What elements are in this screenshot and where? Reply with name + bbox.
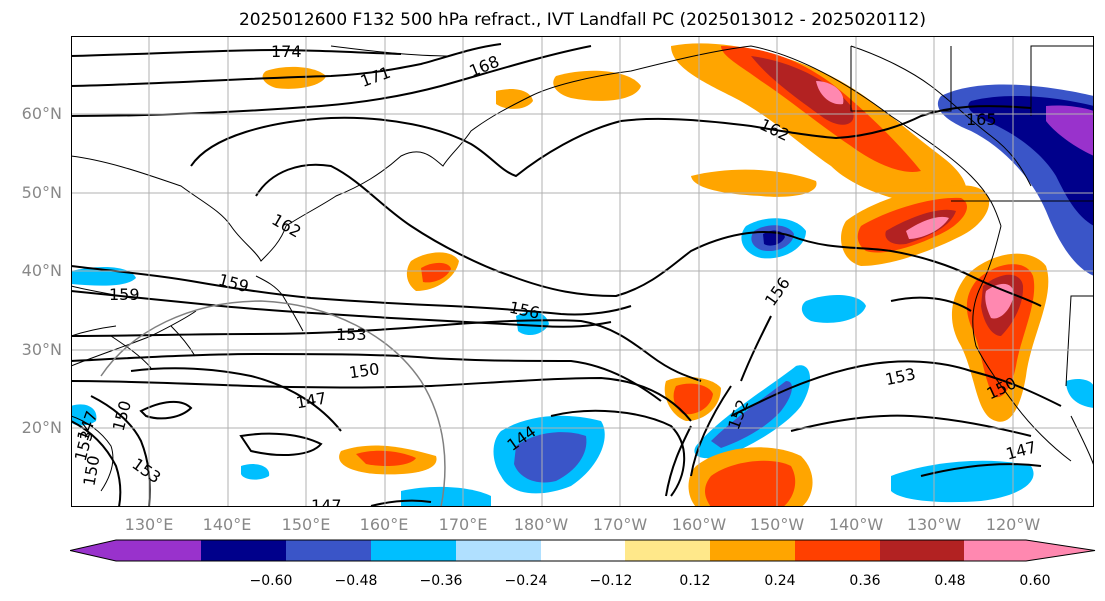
map-panel: 174 171 168 165 162 162 159 159 156 156 … — [71, 36, 1094, 507]
colorbar-tick-label: 0.48 — [934, 573, 966, 589]
contour-label: 168 — [466, 52, 501, 81]
lat-label-30n: 30°N — [21, 340, 62, 359]
colorbar-segment — [625, 540, 710, 561]
pc-shading — [71, 43, 1094, 507]
colorbar-tick-label: 0.12 — [679, 573, 711, 589]
colorbar-tick-label: −0.24 — [504, 573, 548, 589]
contour-label: 147 — [311, 496, 342, 507]
colorbar-segment — [710, 540, 795, 561]
colorbar-tick-label: 0.60 — [1019, 573, 1051, 589]
colorbar-segment — [964, 540, 1095, 561]
range-circle — [100, 300, 446, 507]
contour-label: 174 — [271, 42, 302, 61]
lon-label: 160°E — [359, 515, 409, 534]
lon-label: 130°E — [124, 515, 174, 534]
lon-label: 130°W — [906, 515, 962, 534]
colorbar-segment — [70, 540, 201, 561]
lon-label: 140°W — [828, 515, 884, 534]
colorbar-tick-label: 0.36 — [849, 573, 881, 589]
colorbar-segment — [880, 540, 964, 561]
contour-label: 159 — [216, 270, 250, 296]
lon-label: 180°W — [513, 515, 569, 534]
lon-label: 150°W — [749, 515, 805, 534]
colorbar-segment — [201, 540, 286, 561]
contour-label: 159 — [109, 285, 140, 304]
lon-label: 170°W — [592, 515, 648, 534]
contour-label: 150 — [348, 359, 381, 382]
lon-label: 140°E — [202, 515, 252, 534]
lat-label-60n: 60°N — [21, 104, 62, 123]
colorbar-segment — [286, 540, 371, 561]
contour-label: 156 — [508, 298, 542, 323]
contour-label: 153 — [336, 325, 367, 344]
colorbar-segment — [371, 540, 456, 561]
contour-label: 153 — [883, 364, 917, 389]
contour-label: 171 — [358, 63, 393, 91]
coastlines — [71, 45, 1094, 492]
colorbar-tick-label: −0.12 — [589, 573, 633, 589]
contour-label: 153 — [129, 454, 165, 487]
colorbar-tick-label: −0.36 — [419, 573, 463, 589]
lon-label: 150°E — [281, 515, 331, 534]
lon-label: 120°W — [985, 515, 1041, 534]
colorbar-segment — [795, 540, 880, 561]
lat-label-40n: 40°N — [21, 261, 62, 280]
colorbar-segment — [541, 540, 625, 561]
colorbar-segment — [456, 540, 541, 561]
contour-label: 165 — [966, 110, 997, 129]
gridlines — [71, 36, 1094, 507]
contour-label: 147 — [1004, 437, 1038, 463]
lon-label: 170°E — [438, 515, 488, 534]
lat-label-20n: 20°N — [21, 418, 62, 437]
contour-label: 147 — [294, 388, 327, 412]
colorbar-tick-label: −0.48 — [334, 573, 378, 589]
lon-label: 160°W — [671, 515, 727, 534]
contour-label: 156 — [761, 274, 794, 310]
colorbar — [70, 539, 1096, 562]
chart-title: 2025012600 F132 500 hPa refract., IVT La… — [238, 10, 926, 30]
lat-label-50n: 50°N — [21, 183, 62, 202]
colorbar-tick-label: 0.24 — [764, 573, 796, 589]
colorbar-tick-label: −0.60 — [249, 573, 293, 589]
contour-label: 162 — [269, 210, 305, 242]
